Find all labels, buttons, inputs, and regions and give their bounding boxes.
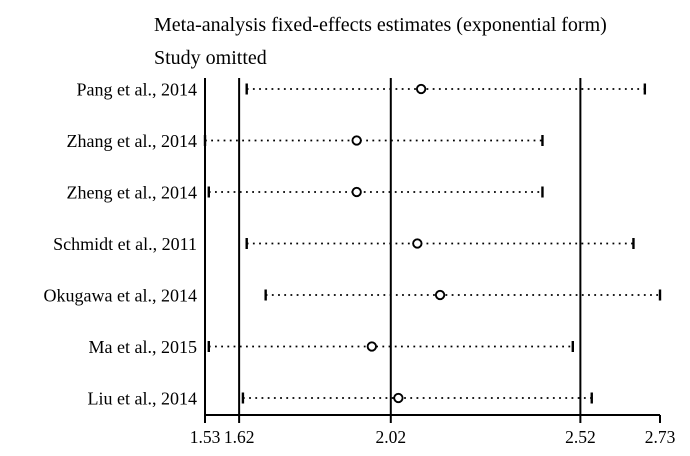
x-axis-tick-label: 1.53 [190, 427, 221, 447]
study-label: Okugawa et al., 2014 [44, 286, 197, 306]
x-axis-tick-label: 1.62 [224, 427, 255, 447]
chart-subtitle: Study omitted [154, 47, 267, 69]
x-axis-tick-label: 2.52 [565, 427, 596, 447]
x-axis-tick-label: 2.73 [645, 427, 676, 447]
chart-title: Meta-analysis fixed-effects estimates (e… [154, 14, 607, 36]
study-label: Pang et al., 2014 [77, 80, 197, 100]
study-label: Ma et al., 2015 [89, 337, 197, 357]
estimate-marker [412, 238, 423, 249]
study-label: Zheng et al., 2014 [67, 183, 197, 203]
x-axis-tick-label: 2.02 [375, 427, 406, 447]
study-label: Liu et al., 2014 [88, 389, 197, 409]
estimate-marker [351, 186, 362, 198]
estimate-marker [366, 341, 377, 352]
estimate-marker [434, 289, 446, 301]
estimate-marker [393, 392, 404, 404]
plot-area: Pang et al., 2014 Zhang et al., 2014 Zheng… [44, 78, 676, 447]
study-label: Schmidt et al., 2011 [53, 234, 197, 254]
estimate-marker [351, 135, 362, 146]
study-label: Zhang et al., 2014 [67, 131, 197, 151]
estimate-marker [415, 83, 427, 95]
